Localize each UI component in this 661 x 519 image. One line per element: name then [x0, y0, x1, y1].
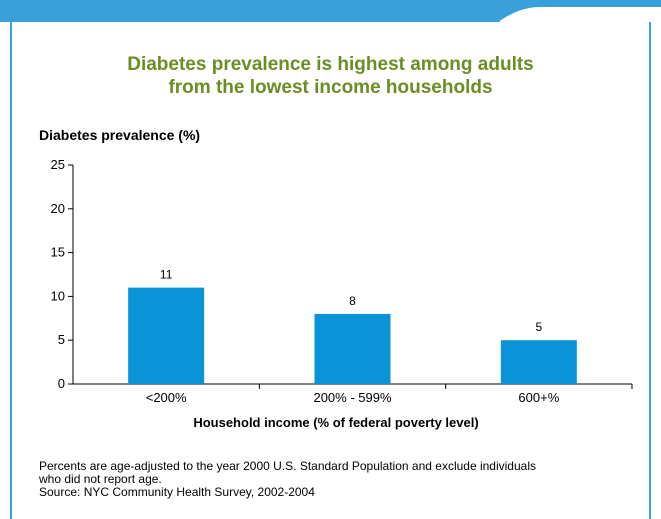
y-axis-label: Diabetes prevalence (%)	[39, 127, 201, 143]
chart-title-line-2: from the lowest income households	[168, 77, 493, 98]
y-tick-label: 10	[51, 288, 65, 303]
footnote-line-1: Percents are age-adjusted to the year 20…	[39, 459, 536, 473]
bar-data-label: 11	[160, 268, 173, 282]
panel-frame	[10, 0, 651, 519]
x-tick-label: 200% - 599%	[313, 390, 391, 405]
x-axis-label: Household income (% of federal poverty l…	[193, 415, 479, 430]
y-tick-label: 20	[51, 201, 65, 216]
y-tick-label: 5	[58, 332, 65, 347]
bar	[500, 340, 577, 384]
y-tick-label: 0	[58, 376, 65, 391]
chart-title-line-1: Diabetes prevalence is highest among adu…	[127, 54, 534, 75]
bar	[314, 313, 391, 384]
footnote-source: Source: NYC Community Health Survey, 200…	[39, 485, 315, 499]
bar	[128, 287, 205, 384]
chart-title: Diabetes prevalence is highest among adu…	[0, 53, 661, 99]
x-tick-label: 600+%	[518, 390, 559, 405]
bar-data-label: 8	[349, 294, 356, 308]
y-tick-label: 25	[51, 157, 65, 172]
x-tick-label: <200%	[146, 390, 187, 405]
y-tick-label: 15	[51, 245, 65, 260]
bar-data-label: 5	[535, 320, 542, 334]
footnote: Percents are age-adjusted to the year 20…	[39, 460, 639, 499]
header-band	[0, 0, 661, 22]
footnote-line-2: who did not report age.	[39, 472, 162, 486]
